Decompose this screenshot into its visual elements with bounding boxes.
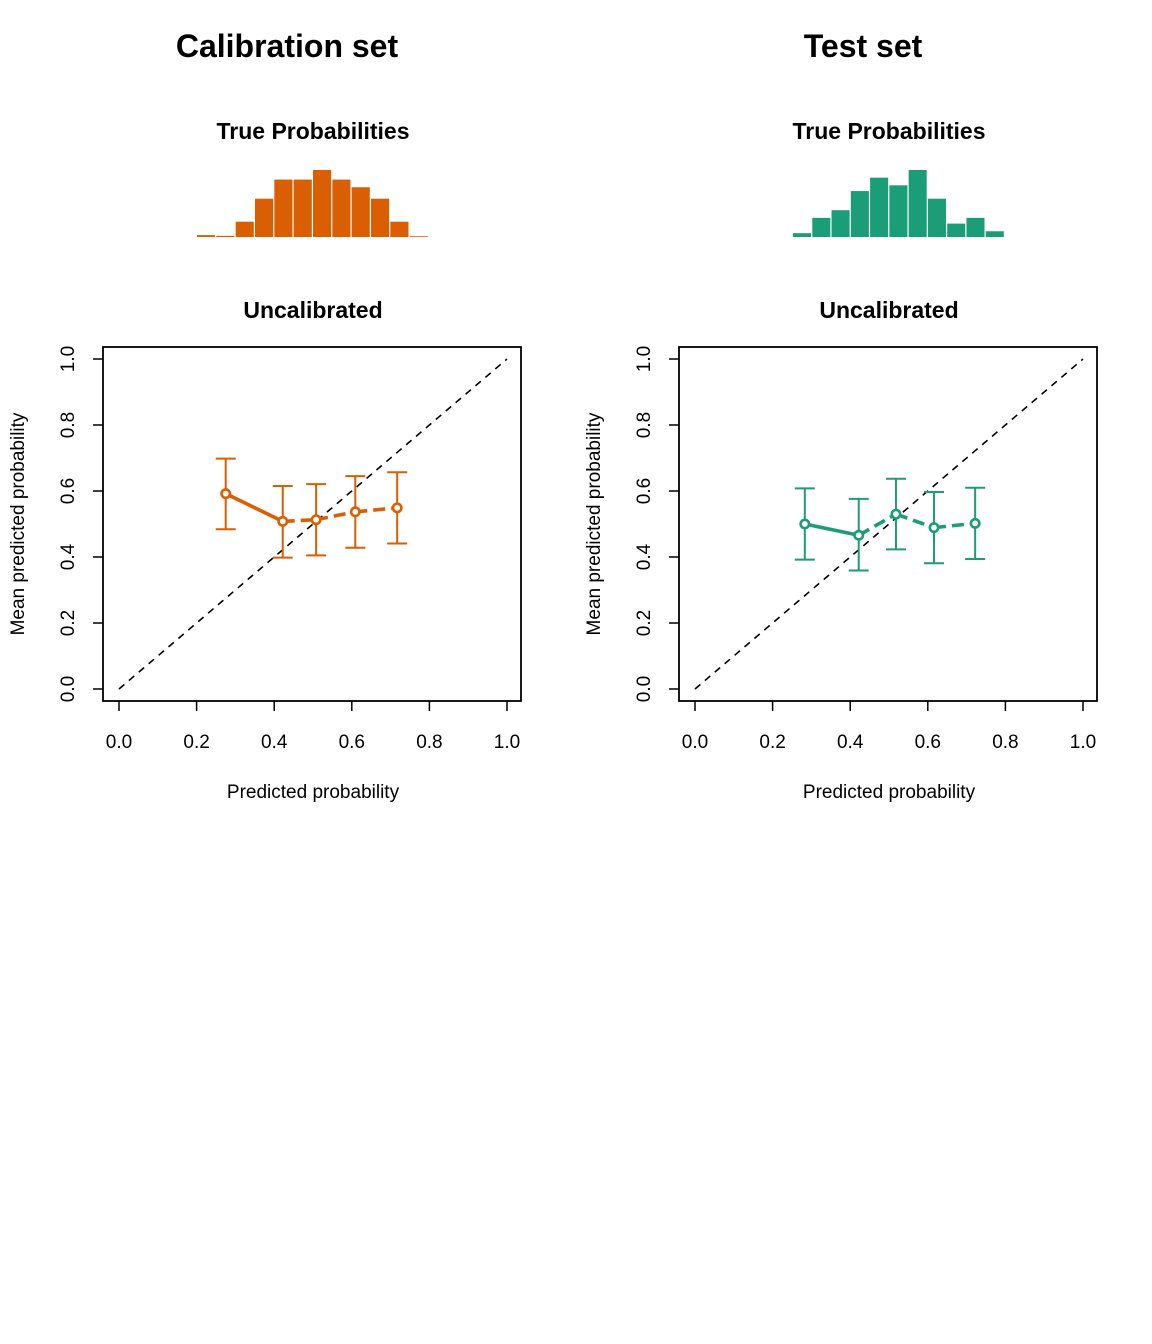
data-point-test [890,508,902,520]
histogram-bar-calibration [216,235,235,237]
series-segment-test [857,512,897,537]
histogram-bar-calibration [293,179,312,237]
x-tick-label-test: 0.6 [915,732,941,753]
y-tick-label-calibration: 0.6 [58,478,79,504]
data-point-calibration [349,506,361,518]
data-point-calibration [220,488,232,500]
histogram-bar-test [812,217,831,237]
plot-frame-test [678,346,1098,702]
series-segment-calibration [355,506,398,514]
set-title-calibration: Calibration set [176,28,399,64]
x-tick-label-test: 0.4 [837,732,864,753]
data-point-calibration [391,502,403,514]
y-tick-label-test: 0.4 [634,543,655,570]
series-segment-calibration [282,517,317,524]
y-tick-label-calibration: 0.8 [58,412,79,438]
x-tick-label-calibration: 0.2 [183,732,209,753]
histogram-bar-calibration [409,236,428,238]
histogram-bar-calibration [274,179,293,237]
histogram-title-test: True Probabilities [793,118,986,144]
data-point-test [928,522,940,534]
histogram-bar-calibration [197,235,216,237]
reference-line-calibration [118,358,508,690]
plot-title-test: Uncalibrated [819,297,958,323]
histogram-bar-test [850,191,869,237]
data-point-test [799,518,811,530]
data-point-test [853,529,865,541]
y-tick-label-test: 0.0 [634,676,655,702]
histogram-bar-test [831,210,850,237]
histogram-bar-calibration [351,187,370,237]
histogram-bar-test [947,223,966,237]
histogram-bar-test [927,198,946,237]
y-axis-label-test: Mean predicted probability [584,412,605,635]
histogram-bar-calibration [235,221,254,237]
y-tick-label-calibration: 1.0 [58,346,79,372]
y-tick-label-test: 0.6 [634,478,655,504]
data-point-test [969,517,981,529]
x-tick-label-test: 1.0 [1070,732,1096,753]
x-tick-label-calibration: 0.0 [106,732,132,753]
histogram-bar-test [966,217,985,237]
histogram-bar-test [985,231,1004,237]
x-tick-label-test: 0.8 [992,732,1018,753]
series-segment-test [804,522,860,537]
set-title-test: Test set [804,28,923,64]
histogram-title-calibration: True Probabilities [217,118,410,144]
histogram-bar-test [870,177,889,237]
series-segment-calibration [224,492,284,523]
y-tick-label-calibration: 0.4 [58,543,79,570]
reference-line-test [694,358,1084,690]
x-tick-label-test: 0.0 [682,732,708,753]
histogram-bar-calibration [390,221,409,237]
series-segment-test [933,521,976,530]
data-point-calibration [310,514,322,526]
x-tick-label-calibration: 0.6 [339,732,365,753]
histogram-bar-calibration [313,170,332,237]
y-axis-label-calibration: Mean predicted probability [8,412,29,635]
plot-title-calibration: Uncalibrated [243,297,382,323]
histogram-bar-test [908,170,927,237]
histogram-bar-test [793,233,812,237]
histogram-bar-calibration [332,179,351,237]
y-tick-label-calibration: 0.2 [58,610,79,636]
series-segment-calibration [315,510,356,522]
y-tick-label-test: 0.2 [634,610,655,636]
y-tick-label-test: 0.8 [634,412,655,438]
y-tick-label-calibration: 0.0 [58,676,79,702]
x-axis-label-test: Predicted probability [803,782,976,803]
x-tick-label-test: 0.2 [759,732,785,753]
histogram-bar-test [889,185,908,237]
histogram-bar-calibration [255,198,274,237]
series-segment-test [895,512,935,530]
x-axis-label-calibration: Predicted probability [227,782,400,803]
x-tick-label-calibration: 1.0 [494,732,520,753]
y-tick-label-test: 1.0 [634,346,655,372]
x-tick-label-calibration: 0.8 [416,732,442,753]
histogram-bar-calibration [371,198,390,237]
plot-frame-calibration [102,346,522,702]
x-tick-label-calibration: 0.4 [261,732,288,753]
data-point-calibration [277,515,289,527]
